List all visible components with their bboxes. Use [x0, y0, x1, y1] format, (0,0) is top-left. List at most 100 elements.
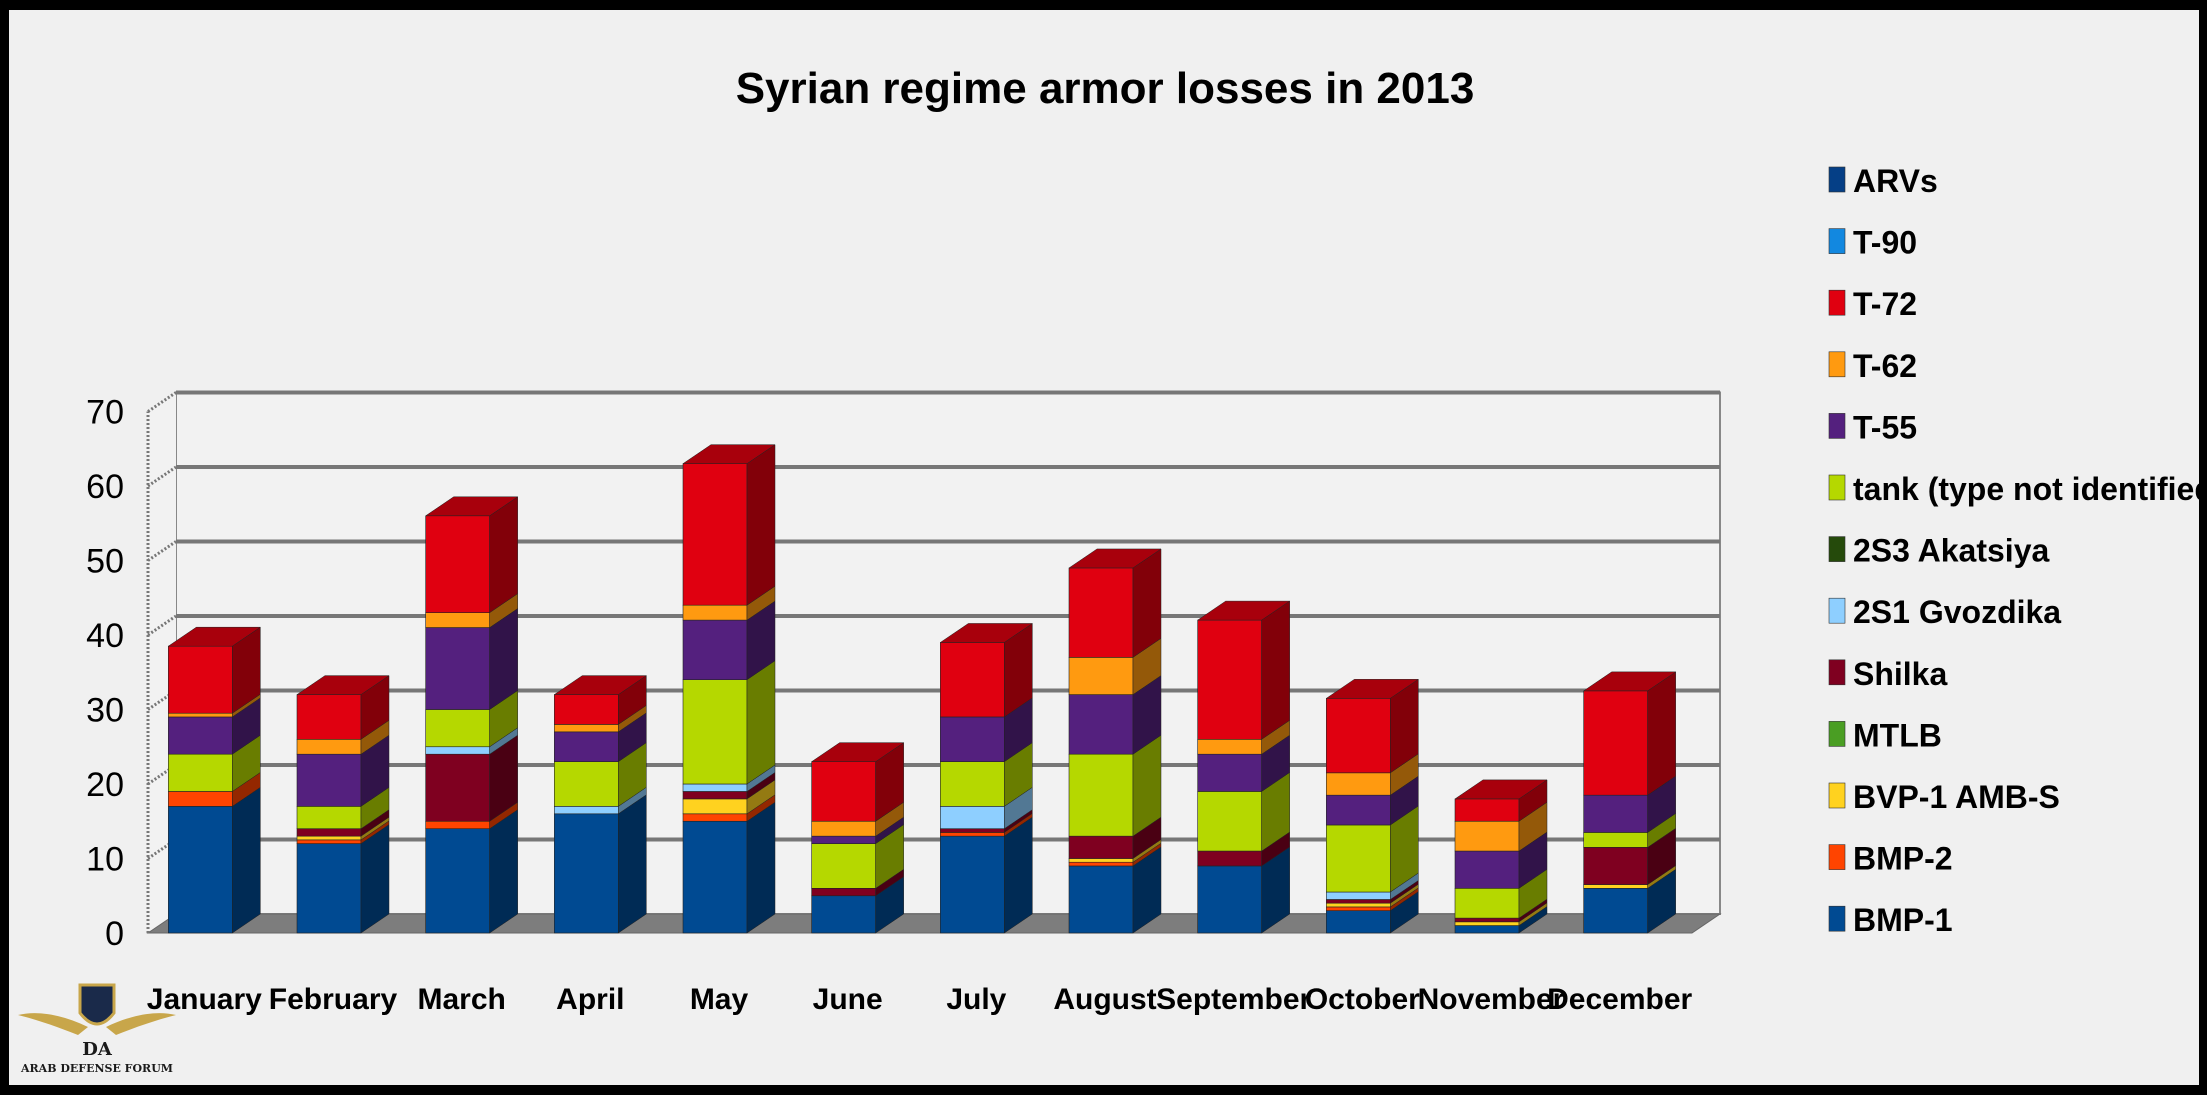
legend-swatch: [1828, 844, 1846, 870]
bar-segment: [682, 798, 748, 815]
bar-stack: [296, 675, 390, 934]
legend-label: BMP-1: [1853, 902, 1953, 938]
bar-segment: [682, 783, 748, 792]
legend-label: Shilka: [1853, 656, 1947, 692]
bar-stack: [810, 742, 905, 934]
bar-segment: [1326, 891, 1391, 900]
bar-segment: [811, 843, 876, 889]
bar-segment: [296, 828, 362, 837]
legend-label: MTLB: [1853, 717, 1942, 753]
bar-stack: [1582, 671, 1677, 934]
bar-segment: [168, 791, 233, 807]
legend-label: T-62: [1853, 348, 1917, 384]
bar-segment: [1454, 921, 1520, 926]
bar-segment: [296, 753, 362, 807]
bar-top: [1068, 548, 1162, 569]
x-tick-label: January: [147, 983, 262, 1016]
x-tick-label: February: [269, 983, 398, 1016]
legend-swatch: [1828, 413, 1846, 439]
bar-segment: [1326, 902, 1391, 908]
legend-item: 2S1 Gvozdika: [1828, 594, 2061, 630]
bar-segment: [1326, 772, 1391, 796]
legend-swatch: [1828, 166, 1846, 193]
x-axis: January February March April May June July Augu…: [147, 983, 1693, 1016]
y-tick-label: 10: [86, 841, 124, 879]
bar-segment-side: [746, 660, 776, 785]
logo-wing-right: [106, 1013, 176, 1035]
bar-segment: [1454, 925, 1520, 934]
bar-segment: [554, 761, 619, 807]
bar-segment: [1583, 847, 1648, 885]
bar-top: [1196, 600, 1291, 621]
legend-label: 2S1 Gvozdika: [1853, 594, 2061, 630]
grid-line-side: [147, 391, 177, 413]
legend-item: T-72: [1828, 286, 1917, 322]
bar-segment: [168, 806, 233, 934]
bar-segment: [1068, 865, 1134, 934]
x-tick-label: December: [1547, 983, 1692, 1016]
y-tick-label: 0: [105, 915, 124, 953]
bar-segment: [168, 645, 233, 714]
bar-segment: [1326, 906, 1391, 911]
bar-segment-side: [746, 801, 776, 934]
bar-segment: [1068, 657, 1134, 695]
bar-segment: [1068, 567, 1134, 658]
bar-segment: [682, 463, 748, 606]
bar-segment: [168, 716, 233, 755]
logo-initials: DA: [82, 1039, 113, 1060]
bar-segment: [168, 753, 233, 792]
bar-stack: [1454, 779, 1548, 934]
bar-top: [1582, 671, 1677, 692]
legend-swatch: [1828, 905, 1846, 932]
bar-segment-side: [746, 444, 776, 606]
legend-item: Shilka: [1828, 656, 1947, 692]
bar-segment: [1326, 910, 1391, 934]
bar-top: [1454, 779, 1548, 800]
bar-segment: [940, 835, 1005, 934]
legend-swatch: [1828, 659, 1846, 686]
bar-top: [553, 675, 648, 695]
bar-segment: [1583, 884, 1648, 889]
bar-segment: [1326, 899, 1391, 904]
bar-segment: [682, 619, 748, 680]
bar-segment: [811, 761, 876, 822]
bar-segment: [554, 806, 619, 815]
bar-segment-side: [232, 786, 261, 934]
legend-swatch: [1828, 597, 1846, 624]
bar-segment-side: [1004, 816, 1033, 934]
bar-segment: [811, 820, 876, 837]
bar-top: [167, 626, 262, 647]
bar-segment: [940, 642, 1005, 718]
bar-segment: [940, 832, 1005, 837]
bar-segment: [296, 694, 362, 740]
bar-segment-side: [618, 794, 647, 934]
bar-segment: [682, 820, 748, 934]
bar-segment: [1197, 850, 1262, 867]
y-tick-label: 40: [86, 617, 124, 655]
bar-segment: [811, 887, 876, 897]
bar-segment: [296, 738, 362, 755]
legend-label: BVP-1 AMB-S: [1853, 779, 2060, 815]
x-tick-label: May: [690, 983, 749, 1016]
legend-item: tank (type not identified): [1828, 471, 2207, 507]
bar-top: [296, 675, 390, 695]
logo-wing-left: [18, 1013, 88, 1035]
bar-segment: [425, 753, 490, 822]
bar-stack: [167, 626, 262, 934]
grid-line-side: [147, 614, 177, 637]
bar-segment: [425, 612, 490, 628]
bar-segment: [1326, 794, 1391, 826]
legend-item: BMP-2: [1828, 841, 1953, 877]
bar-segment: [1454, 820, 1520, 852]
bar-stack: [424, 496, 519, 934]
legend-label: T-90: [1853, 225, 1917, 261]
legend-swatch: [1828, 351, 1846, 378]
bar-segment: [682, 791, 748, 800]
bar-segment: [682, 604, 748, 621]
bar-stack: [682, 444, 776, 934]
bar-segment: [296, 835, 362, 841]
bar-segment: [1197, 865, 1262, 934]
x-tick-label: November: [1418, 983, 1565, 1016]
